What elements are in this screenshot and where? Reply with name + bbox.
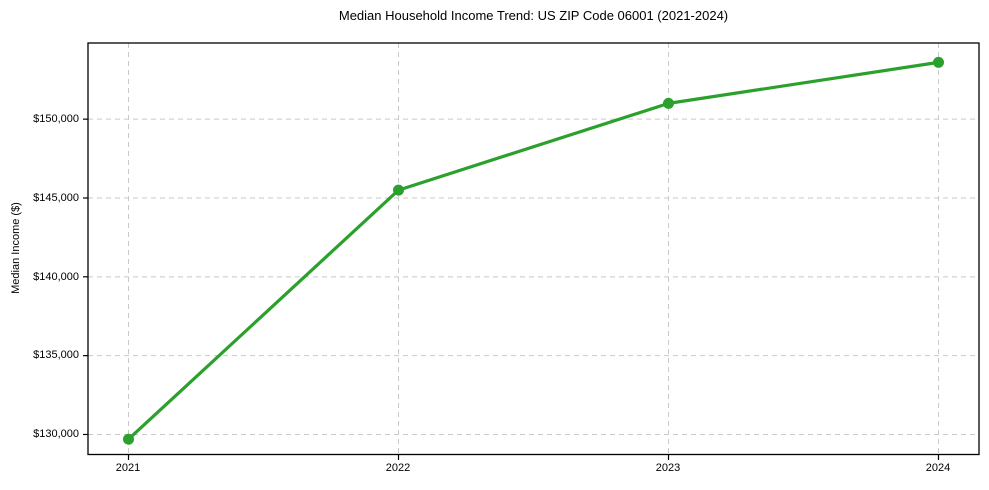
data-point-2022 <box>393 184 404 196</box>
x-tick-label-2023: 2023 <box>655 462 681 474</box>
x-tick-label-2022: 2022 <box>385 462 411 474</box>
plot-border <box>87 42 980 456</box>
data-point-2024 <box>933 56 944 68</box>
data-point-2023 <box>663 97 674 109</box>
x-tick-label-2024: 2024 <box>925 462 951 474</box>
data-point-2021 <box>123 433 134 445</box>
y-tick-label-130000: $130,000 <box>33 428 79 440</box>
y-tick-label-145000: $145,000 <box>33 192 79 204</box>
trend-line <box>126 60 941 441</box>
y-tick-label-135000: $135,000 <box>33 349 79 361</box>
x-tick-label-2021: 2021 <box>115 462 141 474</box>
chart-title: Median Household Income Trend: US ZIP Co… <box>338 8 729 23</box>
y-tick-label-140000: $140,000 <box>33 271 79 283</box>
y-tick-label-150000: $150,000 <box>33 113 79 125</box>
